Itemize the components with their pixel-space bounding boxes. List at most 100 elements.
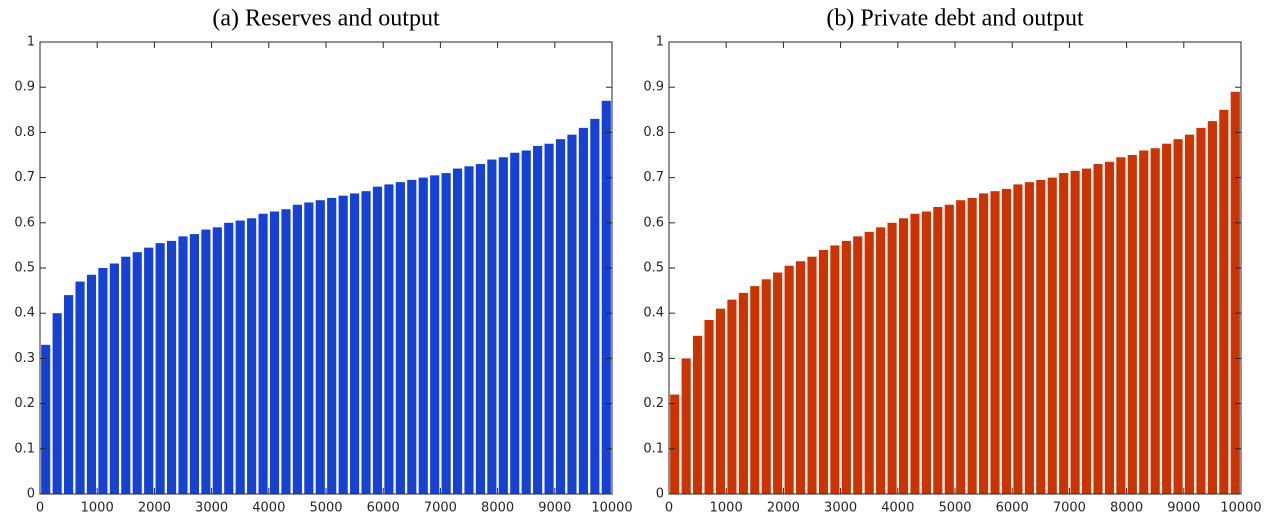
bar — [372, 186, 383, 494]
bar — [510, 152, 520, 495]
bar — [86, 274, 97, 494]
bar — [578, 127, 588, 494]
bar — [967, 197, 977, 494]
bar — [350, 193, 360, 495]
y-tick-label: 0.7 — [14, 170, 35, 185]
bar — [956, 200, 966, 494]
bar — [738, 292, 748, 494]
bar — [75, 281, 85, 494]
x-tick-label: 5000 — [938, 501, 971, 516]
bar — [155, 243, 165, 494]
bar — [921, 211, 931, 494]
bar — [1173, 139, 1183, 494]
bar — [864, 231, 874, 494]
bar — [452, 168, 463, 494]
x-tick-label: 10000 — [1220, 501, 1261, 516]
bar — [407, 179, 417, 495]
y-tick-label: 1 — [656, 35, 664, 50]
bar — [750, 286, 760, 494]
x-tick-label: 7000 — [424, 501, 457, 516]
y-tick-label: 0.1 — [14, 441, 35, 456]
x-tick-label: 6000 — [367, 501, 400, 516]
bar — [178, 236, 188, 495]
bar — [1013, 184, 1023, 494]
y-tick-label: 1 — [27, 35, 35, 50]
bar — [1059, 173, 1069, 494]
bar — [876, 227, 886, 494]
x-tick-label: 1000 — [81, 501, 114, 516]
x-tick-label: 3000 — [824, 501, 857, 516]
y-tick-label: 0.7 — [643, 170, 664, 185]
bar — [727, 299, 737, 494]
y-tick-label: 0.8 — [643, 125, 664, 140]
y-tick-label: 0.8 — [14, 125, 35, 140]
bar — [1139, 150, 1149, 495]
bar — [761, 279, 771, 494]
x-tick-label: 9000 — [1167, 501, 1200, 516]
bar — [395, 182, 405, 494]
x-tick-label: 6000 — [996, 501, 1029, 516]
bar — [418, 177, 428, 494]
bar — [1230, 91, 1240, 494]
bar — [887, 222, 897, 495]
bar — [601, 100, 611, 494]
bar — [1150, 148, 1160, 494]
bar — [818, 249, 829, 494]
y-tick-label: 0.5 — [643, 261, 664, 276]
bar — [1024, 182, 1034, 494]
bar — [544, 143, 554, 494]
x-tick-label: 2000 — [767, 501, 800, 516]
bar — [487, 159, 497, 494]
bar — [681, 358, 691, 494]
y-tick-label: 0.2 — [643, 396, 664, 411]
bar — [1219, 109, 1229, 495]
bar — [715, 308, 726, 494]
bar — [98, 268, 108, 494]
bar — [773, 272, 783, 494]
bar — [132, 252, 142, 494]
bar — [64, 295, 74, 494]
bar — [1127, 155, 1137, 494]
bar — [590, 118, 600, 494]
bar — [830, 245, 840, 494]
bar — [1001, 188, 1012, 494]
bar — [670, 394, 680, 494]
bar — [1116, 157, 1126, 494]
bar — [1036, 179, 1046, 495]
bar — [898, 218, 909, 494]
x-tick-label: 4000 — [881, 501, 914, 516]
bar — [247, 218, 257, 494]
bar — [807, 256, 817, 494]
x-tick-label: 9000 — [538, 501, 571, 516]
y-tick-label: 0.3 — [14, 351, 35, 366]
y-tick-label: 0.4 — [14, 306, 35, 321]
y-tick-label: 0.9 — [643, 80, 664, 95]
bar — [235, 220, 245, 495]
bar — [41, 344, 51, 494]
bar — [567, 134, 577, 494]
y-tick-label: 0.6 — [14, 215, 35, 230]
bar — [166, 240, 177, 494]
bar — [498, 157, 508, 494]
chart-title: (a) Reserves and output — [212, 6, 440, 32]
x-tick-label: 5000 — [309, 501, 342, 516]
bar — [795, 261, 806, 494]
bar — [315, 200, 325, 494]
bar — [441, 173, 451, 494]
y-tick-label: 0.4 — [643, 306, 664, 321]
bar — [1207, 121, 1217, 494]
bar — [475, 164, 486, 495]
bar — [464, 166, 474, 495]
bar — [979, 193, 989, 495]
x-tick-label: 8000 — [481, 501, 514, 516]
bar — [784, 265, 794, 494]
bar — [189, 234, 200, 494]
x-tick-label: 8000 — [1110, 501, 1143, 516]
bar — [944, 204, 954, 494]
bar — [292, 204, 302, 494]
bar — [1196, 127, 1206, 494]
bar — [201, 229, 211, 494]
bar — [1184, 134, 1195, 494]
bar — [281, 209, 291, 495]
